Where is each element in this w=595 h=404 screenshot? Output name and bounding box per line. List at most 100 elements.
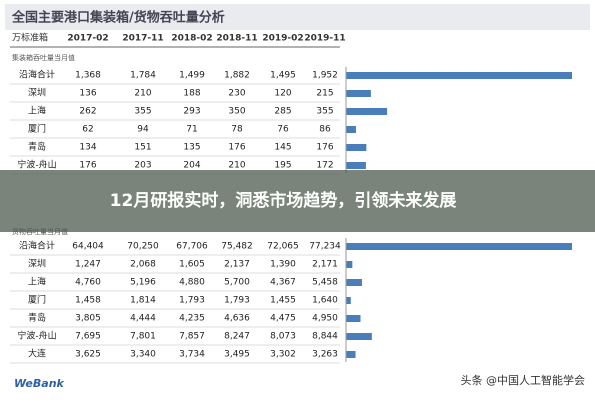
cell: 285 [274,107,291,117]
row-label: 青岛 [28,141,46,153]
column-header: 2018-11 [216,34,257,44]
cell: 3,495 [224,350,250,360]
bar [346,108,388,115]
column-header: 2017-02 [67,34,108,44]
row-label: 青岛 [28,312,46,324]
cell: 230 [228,89,245,99]
cell: 1,605 [179,260,205,270]
cell: 1,882 [224,71,250,81]
cell: 215 [316,89,333,99]
row-label: 沿海合计 [19,69,55,81]
cell: 3,340 [130,350,156,360]
cell: 1,499 [179,71,205,81]
cell: 77,234 [309,242,341,252]
credit: 头条 @中国人工智能学会 [461,373,586,387]
cell: 355 [134,107,151,117]
row-label: 沿海合计 [19,240,55,252]
cell: 120 [274,89,291,99]
cell: 4,760 [75,278,101,288]
cell: 76 [277,125,289,135]
cell: 203 [134,161,151,171]
cell: 2,171 [312,260,338,270]
cell: 134 [79,143,96,153]
column-header: 2018-02 [171,34,212,44]
cell: 94 [137,125,149,135]
column-header: 2017-11 [122,34,163,44]
cell: 4,950 [312,314,338,324]
cell: 145 [274,143,291,153]
cell: 176 [316,143,333,153]
cell: 86 [319,125,331,135]
cell: 350 [228,107,245,117]
cell: 3,302 [270,350,296,360]
cell: 8,073 [270,332,296,342]
cell: 3,805 [75,314,101,324]
row-label: 深圳 [28,88,46,99]
cell: 188 [183,89,200,99]
cell: 151 [134,143,151,153]
row-label: 宁波-舟山 [17,330,56,342]
logo: WeBank [14,377,65,390]
bar [346,261,353,268]
bar [346,243,572,250]
cell: 5,700 [224,278,250,288]
bar [346,144,367,151]
cell: 4,880 [179,278,205,288]
cell: 1,784 [130,71,156,81]
cell: 1,390 [270,260,296,270]
bar [346,72,572,79]
cell: 64,404 [72,242,104,252]
bar [346,162,366,169]
cell: 1,455 [270,296,296,306]
cell: 1,495 [270,71,296,81]
bar [346,90,371,97]
cell: 4,367 [270,278,296,288]
cell: 210 [134,89,151,99]
column-header: 2019-02 [262,34,303,44]
cell: 210 [228,161,245,171]
table-subtitle: 集装箱吞吐量当月值 [12,53,75,62]
cell: 72,065 [267,242,299,252]
cell: 4,636 [224,314,250,324]
cell: 70,250 [127,242,159,252]
cell: 8,247 [224,332,250,342]
banner-text: 12月研报实时，洞悉市场趋势，引领未来发展 [110,190,457,211]
row-label: 深圳 [28,259,46,270]
cell: 62 [82,125,93,135]
cell: 67,706 [176,242,208,252]
cell: 2,137 [224,260,250,270]
cell: 3,625 [75,350,101,360]
cell: 195 [274,161,291,171]
title-bar [5,4,590,30]
cell: 5,196 [130,278,156,288]
unit: 万标准箱 [12,32,48,44]
cell: 1,458 [75,296,101,306]
cell: 71 [186,125,197,135]
cell: 5,458 [312,278,338,288]
cell: 78 [231,125,243,135]
cell: 3,734 [179,350,205,360]
bar [346,333,372,340]
cell: 136 [79,89,96,99]
cell: 2,068 [130,260,156,270]
cell: 1,640 [312,296,338,306]
cell: 293 [183,107,200,117]
cell: 4,444 [130,314,156,324]
cell: 176 [79,161,96,171]
cell: 262 [79,107,96,117]
bar [346,279,362,286]
cell: 7,801 [130,332,156,342]
row-label: 大连 [28,348,46,360]
row-label: 厦门 [28,294,46,306]
cell: 1,793 [179,296,205,306]
cell: 7,857 [179,332,205,342]
bar [346,315,361,322]
row-label: 宁波-舟山 [17,159,56,171]
cell: 172 [316,161,333,171]
cell: 7,695 [75,332,101,342]
bar [346,126,356,133]
cell: 1,368 [75,71,101,81]
cell: 135 [183,143,200,153]
bar [346,351,356,358]
row-label: 厦门 [28,123,46,135]
